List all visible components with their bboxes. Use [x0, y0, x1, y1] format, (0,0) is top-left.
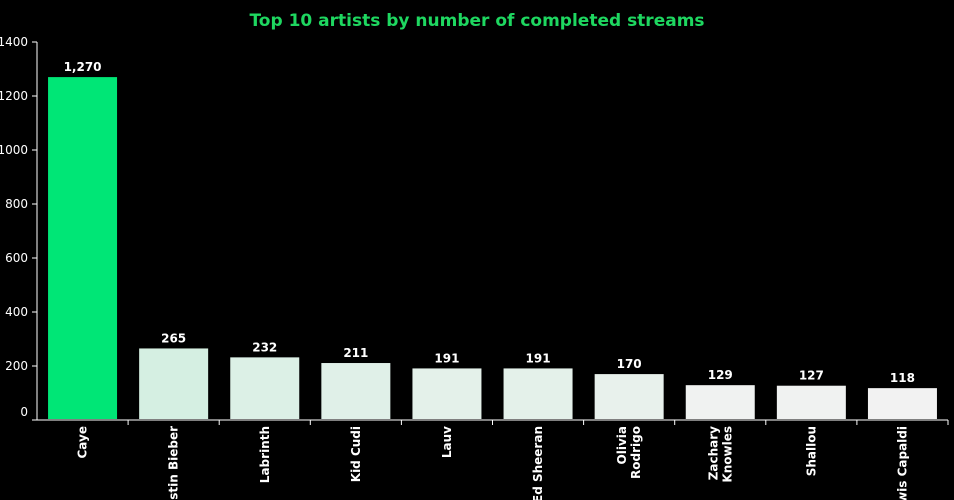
- y-tick-label: 1400: [0, 35, 28, 49]
- y-tick-label: 600: [5, 251, 28, 265]
- bar[interactable]: [412, 368, 482, 419]
- bar[interactable]: [594, 374, 664, 419]
- bar[interactable]: [685, 385, 755, 419]
- y-tick-label: 400: [5, 305, 28, 319]
- x-tick-label: ZacharyKnowles: [706, 426, 734, 483]
- y-tick-label: 0: [20, 405, 28, 419]
- data-label: 127: [799, 369, 824, 383]
- bar[interactable]: [321, 363, 391, 419]
- bar[interactable]: [867, 388, 937, 419]
- chart-title: Top 10 artists by number of completed st…: [249, 11, 704, 31]
- data-label: 191: [434, 351, 459, 365]
- y-tick-label: 1000: [0, 143, 28, 157]
- x-tick-label: Labrinth: [258, 426, 272, 483]
- x-tick-label: Kid Cudi: [349, 426, 363, 482]
- bar[interactable]: [503, 368, 573, 419]
- bar[interactable]: [230, 357, 300, 419]
- data-label: 1,270: [64, 60, 102, 74]
- bar[interactable]: [48, 77, 118, 419]
- x-tick-label: Lewis Capaldi: [895, 426, 909, 500]
- data-label: 191: [526, 351, 551, 365]
- x-tick-label: Justin Bieber: [167, 426, 181, 500]
- y-tick-label: 800: [5, 197, 28, 211]
- bar[interactable]: [139, 348, 209, 419]
- x-axis: [37, 419, 949, 425]
- x-tick-label: Lauv: [440, 426, 454, 458]
- bar[interactable]: [776, 385, 846, 419]
- x-tick-label: Ed Sheeran: [531, 426, 545, 500]
- y-axis: 0 200 400 600 800 1000 1200 1400: [0, 35, 38, 421]
- data-label: 211: [343, 346, 368, 360]
- bars: [48, 77, 937, 419]
- y-tick-label: 200: [5, 359, 28, 373]
- data-label: 265: [161, 331, 186, 345]
- x-tick-label: Shallou: [804, 426, 818, 476]
- data-label: 129: [708, 368, 733, 382]
- x-tick-label: OliviaRodrigo: [615, 426, 643, 479]
- y-tick-label: 1200: [0, 89, 28, 103]
- category-labels: Caye Justin Bieber Labrinth Kid Cudi Lauv Ed …: [76, 426, 910, 500]
- data-labels: 1,270 265 232 211 191 191 170 129 127 118: [64, 60, 915, 385]
- data-label: 170: [617, 357, 642, 371]
- x-tick-label: Caye: [76, 426, 90, 459]
- data-label: 118: [890, 371, 915, 385]
- data-label: 232: [252, 340, 277, 354]
